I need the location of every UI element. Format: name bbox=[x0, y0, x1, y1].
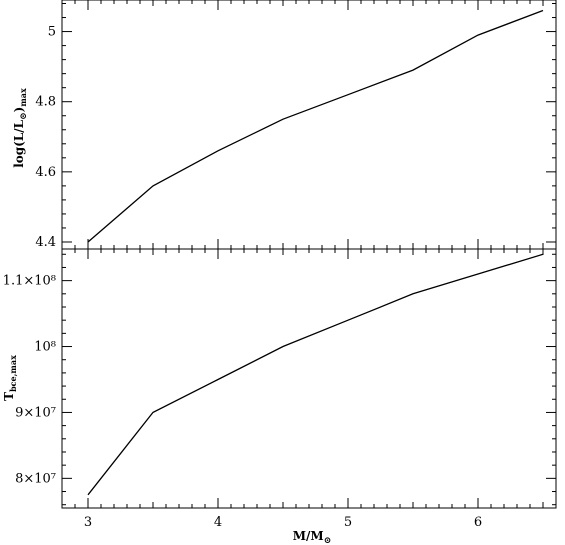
y-tick-label: 5 bbox=[48, 25, 56, 40]
bottom-y-axis-title: Tbce,max bbox=[2, 355, 18, 401]
x-tick-label: 4 bbox=[214, 515, 222, 530]
top-series-line bbox=[87, 9, 544, 243]
x-tick-label: 6 bbox=[474, 515, 482, 530]
y-tick-label: 4.6 bbox=[35, 165, 56, 180]
top-panel: 4.4 4.6 4.8 5 bbox=[35, 0, 557, 250]
top-plot-frame bbox=[61, 0, 557, 250]
y-tick-label: 9×10⁷ bbox=[15, 405, 56, 420]
y-tick-label: 8×10⁷ bbox=[15, 471, 56, 486]
bottom-plot-frame bbox=[61, 248, 557, 509]
y-tick-label: 4.4 bbox=[35, 235, 56, 250]
x-tick-label: 3 bbox=[84, 515, 92, 530]
bottom-series-line bbox=[87, 253, 544, 496]
top-y-axis-title: log(L/L⊙)max bbox=[12, 88, 29, 168]
y-tick-label: 4.8 bbox=[35, 95, 56, 110]
x-tick-label: 5 bbox=[344, 515, 352, 530]
bottom-panel: 3 4 5 6 8×10⁷ 9×10⁷ 10⁸ 1.1×10⁸ bbox=[3, 248, 557, 530]
x-axis-title: M/M⊙ bbox=[293, 529, 332, 545]
y-tick-label: 1.1×10⁸ bbox=[3, 274, 56, 289]
y-tick-label: 10⁸ bbox=[34, 340, 56, 355]
